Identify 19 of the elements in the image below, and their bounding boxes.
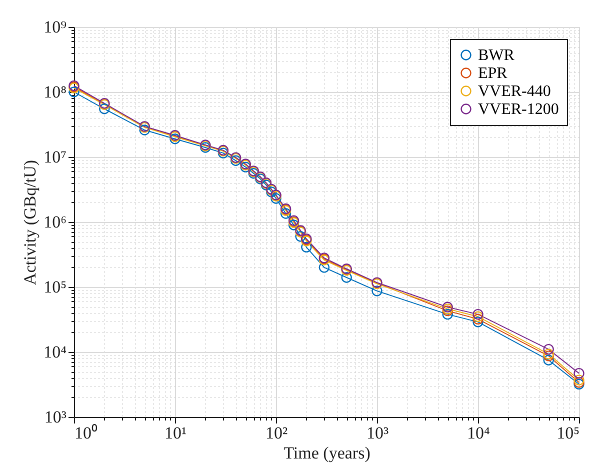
y-tick-label: 10⁴ [44, 342, 67, 362]
y-axis-title: Activity (GBq/tU) [20, 160, 40, 286]
legend-label: EPR [478, 65, 508, 82]
x-tick-label: 10⁰ [74, 424, 98, 442]
y-tick-label: 10³ [44, 408, 66, 426]
y-tick-label: 10⁹ [44, 18, 67, 36]
x-axis-title: Time (years) [284, 444, 370, 462]
y-tick-label: 10⁷ [44, 148, 67, 166]
legend-label: BWR [478, 47, 515, 64]
x-tick-label: 10¹ [164, 424, 187, 442]
y-tick-label: 10⁶ [44, 212, 67, 232]
x-tick-label: 10³ [366, 424, 389, 442]
x-tick-label: 10⁴ [467, 424, 490, 442]
legend-label: VVER-1200 [478, 101, 559, 118]
legend-label: VVER-440 [478, 83, 551, 100]
y-tick-label: 10⁸ [44, 82, 67, 102]
x-tick-label: 10⁵ [556, 424, 580, 442]
y-tick-label: 10⁵ [44, 278, 67, 296]
x-tick-label: 10² [265, 424, 288, 442]
